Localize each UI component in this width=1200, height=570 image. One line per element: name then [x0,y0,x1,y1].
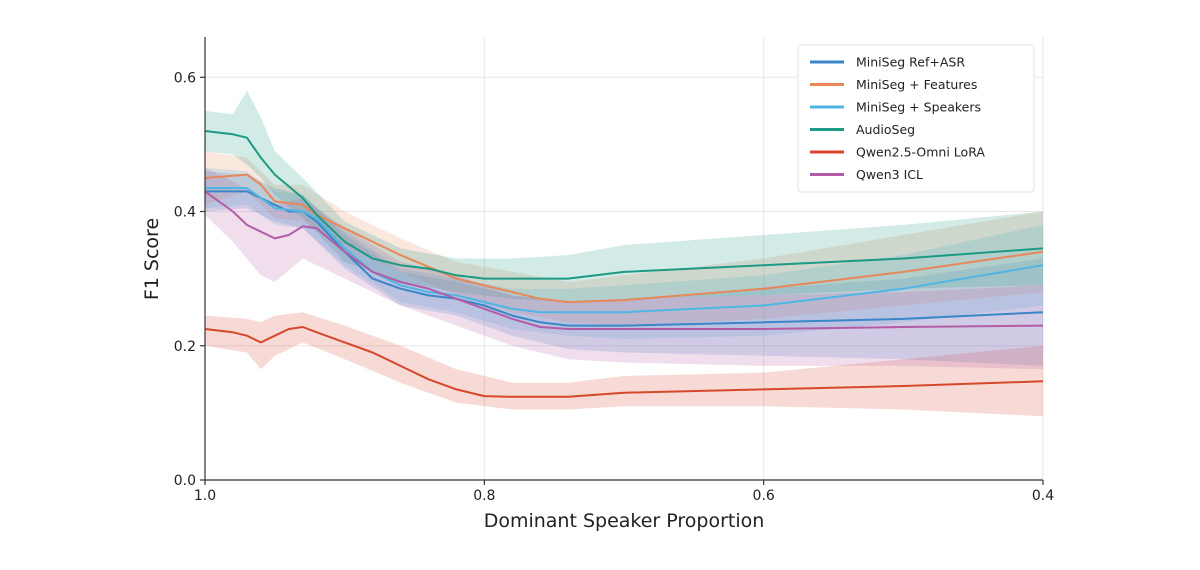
y-tick-label: 0.4 [174,205,196,221]
legend-box [797,44,1035,193]
qwen3-icl-band [205,167,1043,370]
legend: MiniSeg Ref+ASR MiniSeg + Features MiniSeg… [797,44,1035,193]
x-tick-label: 0.6 [753,488,775,504]
legend-label-miniseg-ref-asr: MiniSeg Ref+ASR [856,55,965,70]
y-tick-label: 0.0 [174,473,196,489]
x-tick-label: 1.0 [194,488,216,504]
miniseg-speakers-line [205,187,1044,314]
qwen2-5-omni-lora-band [205,312,1043,417]
audioseg-band [205,90,1043,303]
series-lines [204,130,1044,398]
legend-label-miniseg-features: MiniSeg + Features [856,77,977,92]
x-tick-label: 0.4 [1032,488,1054,504]
miniseg-features-line [204,173,1044,304]
y-tick-label: 0.2 [174,339,196,355]
legend-label-qwen3-icl: Qwen3 ICL [856,167,923,182]
audioseg-line [204,130,1044,280]
miniseg-features-band [205,151,1043,326]
legend-label-miniseg-speakers: MiniSeg + Speakers [856,100,981,115]
legend-label-qwen2-5-omni-lora: Qwen2.5-Omni LoRA [856,145,985,160]
x-axis-label: Dominant Speaker Proportion [484,510,765,532]
y-tick-label: 0.6 [174,70,196,86]
tick-labels: 1.0 0.8 0.6 0.4 0.0 0.2 0.4 0.6 [174,70,1054,504]
qwen2-5-omni-lora-line [204,326,1044,398]
miniseg-ref-asr-band [205,171,1043,366]
y-axis-label: F1 Score [141,218,163,300]
qwen3-icl-line [204,190,1044,330]
legend-label-audioseg: AudioSeg [856,122,915,137]
miniseg-ref-asr-line [205,190,1044,327]
axes [200,37,1044,485]
x-tick-label: 0.8 [473,488,495,504]
